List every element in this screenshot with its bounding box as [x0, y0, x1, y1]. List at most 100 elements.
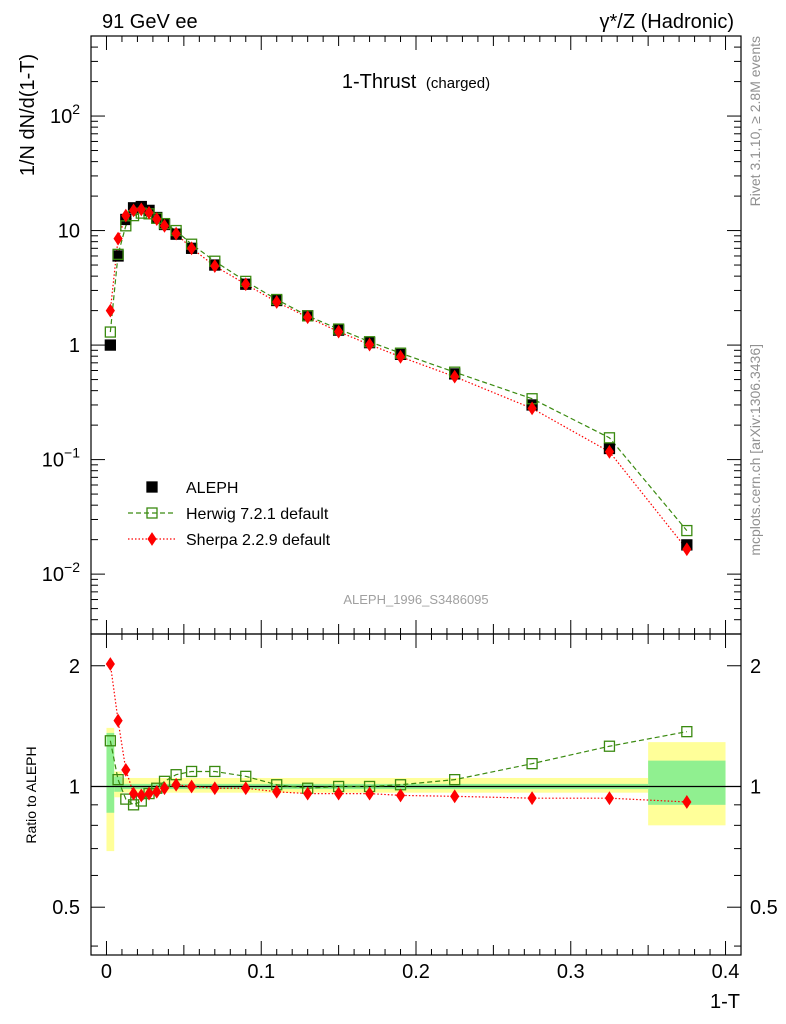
main-y-axis-label: 1/N dN/d(1-T): [17, 54, 39, 176]
herwig-ratio-point: [526, 758, 538, 770]
x-tick-label: 0: [101, 961, 112, 983]
x-tick-labels: 0 0.1 0.2 0.3 0.4: [101, 961, 740, 983]
herwig-ratio-point: [209, 765, 221, 778]
ratio-y-tick-label-right: 1: [750, 776, 761, 798]
x-tick-label: 0.3: [557, 961, 585, 983]
sherpa-point: [450, 369, 460, 384]
sherpa-ratio-point: [171, 777, 181, 792]
sherpa-point: [171, 226, 181, 241]
sherpa-ratio-point: [113, 713, 123, 728]
y-tick-label: 102: [50, 101, 80, 128]
sherpa-ratio-point: [272, 784, 282, 799]
x-tick-label: 0.1: [247, 961, 275, 983]
herwig-ratio-point: [240, 770, 252, 782]
ratio-axis-ticks: 0.5 0.5 1 1 2 2: [52, 634, 778, 955]
sherpa-ratio-point: [395, 788, 406, 803]
sherpa-ratio-point: [136, 788, 146, 803]
sherpa-ratio-point: [364, 786, 375, 801]
sherpa-point: [152, 212, 162, 226]
legend: ALEPH Herwig 7.2.1 default Sherpa 2.2.9 de…: [128, 480, 331, 549]
sherpa-point: [144, 205, 154, 220]
sherpa-line: [109, 208, 688, 550]
y-tick-label: 10: [58, 221, 80, 243]
sherpa-ratio-point: [144, 786, 154, 801]
herwig-ratio-point: [185, 765, 198, 778]
sherpa-point: [334, 324, 344, 339]
sherpa-point: [272, 295, 282, 309]
mcplots-label: mcplots.cern.ch [arXiv:1306.3436]: [747, 344, 763, 556]
sherpa-ratio-point: [334, 786, 344, 801]
ratio-y-tick-label-right: 0.5: [750, 897, 778, 919]
ratio-uncertainty-bands: [91, 727, 741, 852]
plot-title: 1-Thrust (charged): [342, 71, 490, 93]
sherpa-ratio-point: [682, 795, 692, 809]
ratio-series-group: [104, 657, 693, 811]
herwig-point: [603, 432, 616, 444]
sherpa-ratio-point: [241, 781, 251, 796]
herwig-ratio-point: [449, 773, 461, 786]
sherpa-ratio-point: [604, 791, 615, 806]
sherpa-point: [128, 203, 139, 218]
legend-label: ALEPH: [186, 480, 238, 497]
legend-aleph-marker: [146, 481, 158, 493]
x-tick-label: 0.2: [402, 961, 430, 983]
legend-herwig-marker: [146, 507, 158, 519]
y-tick-label: 10−2: [42, 559, 80, 586]
sherpa-ratio-point: [450, 789, 460, 804]
header-right: γ*/Z (Hadronic): [600, 11, 734, 33]
sherpa-ratio-point: [121, 762, 131, 777]
sherpa-point: [159, 218, 170, 233]
ratio-y-tick-label-right: 2: [750, 656, 761, 678]
legend-sherpa-marker: [147, 532, 157, 546]
ratio-y-tick-label: 0.5: [52, 897, 80, 919]
herwig-ratio-point: [120, 793, 132, 805]
sherpa-point: [682, 542, 692, 557]
sherpa-ratio-point: [527, 791, 537, 806]
sherpa-point: [121, 208, 131, 223]
main-plot-area: 10−2 10−1 1 10 102 1-Thrust (charged) ALEPH_…: [17, 35, 742, 635]
legend-label: Sherpa 2.2.9 default: [186, 532, 331, 549]
herwig-ratio-point: [603, 740, 616, 752]
legend-label: Herwig 7.2.1 default: [186, 506, 329, 523]
sherpa-point: [604, 444, 615, 459]
main-axis-ticks: 10−2 10−1 1 10 102: [42, 35, 741, 635]
x-axis-label: 1-T: [710, 991, 740, 1013]
ratio-y-tick-label: 1: [69, 776, 80, 798]
herwig-point: [104, 326, 116, 338]
rivet-label: Rivet 3.1.10, ≥ 2.8M events: [747, 36, 763, 206]
main-series-group: [104, 200, 693, 557]
sherpa-point: [113, 231, 123, 246]
sherpa-ratio-point: [159, 781, 170, 796]
sherpa-ratio-point: [152, 784, 162, 799]
y-tick-label: 1: [69, 335, 80, 357]
sherpa-point: [364, 337, 375, 352]
sherpa-ratio-point: [105, 657, 115, 671]
sherpa-ratio-point: [303, 786, 313, 801]
ratio-plot-area: 0.5 0.5 1 1 2 2 Ratio to ALEPH: [23, 633, 778, 956]
band-inner: [106, 732, 115, 813]
herwig-ratio-point: [112, 773, 124, 786]
x-tick-label: 0.4: [712, 961, 740, 983]
ratio-frame: [90, 633, 742, 956]
header-left: 91 GeV ee: [102, 11, 198, 33]
sherpa-point: [527, 401, 537, 416]
analysis-tag: ALEPH_1996_S3486095: [343, 592, 488, 607]
plot-title-main: 1-Thrust: [342, 71, 417, 93]
aleph-point: [104, 339, 116, 351]
ratio-y-tick-label: 2: [69, 656, 80, 678]
sherpa-point: [105, 303, 115, 318]
sherpa-point: [186, 241, 197, 256]
herwig-point: [681, 524, 693, 537]
sherpa-ratio-point: [210, 781, 220, 796]
y-tick-label: 10−1: [42, 445, 80, 472]
herwig-ratio-point: [104, 735, 116, 747]
sherpa-point: [303, 310, 313, 325]
sherpa-ratio-point: [128, 786, 139, 801]
sherpa-point: [136, 202, 146, 217]
herwig-ratio-point: [681, 725, 693, 738]
herwig-point: [112, 248, 124, 260]
ratio-y-axis-label: Ratio to ALEPH: [23, 746, 39, 843]
sherpa-point: [395, 349, 406, 364]
sherpa-ratio-point: [186, 779, 197, 794]
